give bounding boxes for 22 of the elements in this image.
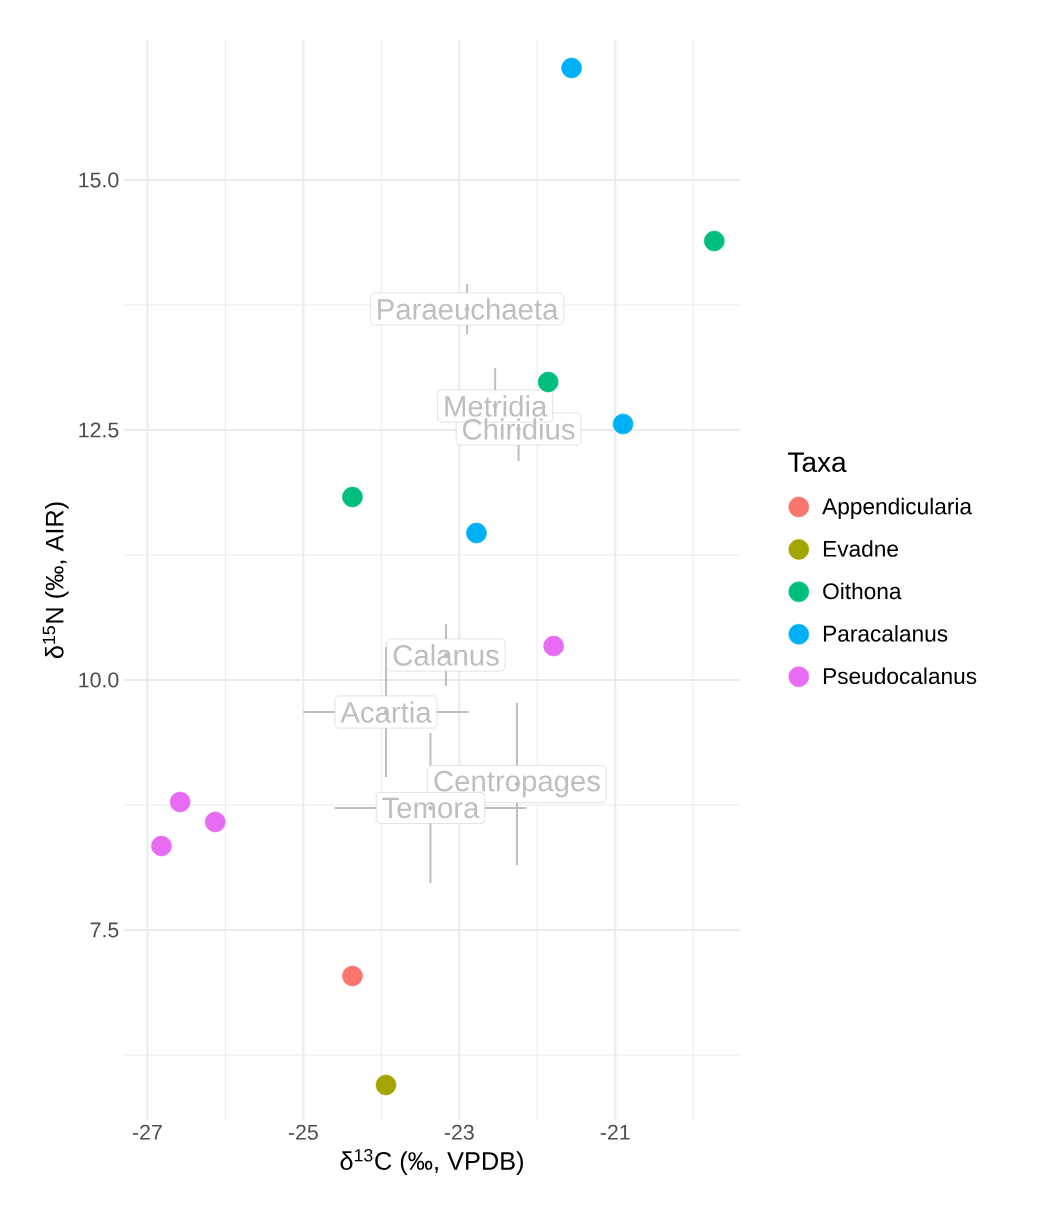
legend-label: Pseudocalanus — [823, 667, 977, 685]
y-tick-label: 7.5 — [90, 922, 119, 938]
legend-label: Evadne — [823, 540, 898, 557]
y-tick-label: 10.0 — [79, 672, 119, 688]
x-tick-label: -23 — [444, 1124, 474, 1140]
legend-label: Paracalanus — [823, 625, 948, 642]
legend-title: Taxa — [788, 452, 847, 473]
legend-label: Oithona — [823, 582, 902, 600]
annotation: Temora — [382, 797, 480, 819]
x-tick-label: -27 — [132, 1124, 162, 1140]
annotation: Centropages — [434, 770, 600, 798]
y-tick-label: 12.5 — [79, 422, 119, 438]
x-tick-label: -25 — [288, 1124, 318, 1140]
x-axis-title: δ$^{13}$C (‰, VPDB) — [340, 1148, 523, 1175]
legend-label: Appendicularia — [822, 497, 973, 519]
annotation: Metridia — [445, 395, 548, 417]
annotation: Chiridius — [462, 418, 575, 440]
x-tick-label: -21 — [600, 1124, 630, 1140]
y-tick-label: 15.0 — [79, 172, 119, 188]
annotation: Calanus — [393, 644, 499, 666]
y-axis-title: δ$^{15}$N (‰, AIR) — [42, 502, 69, 659]
annotation: Paraeuchaeta — [378, 298, 559, 320]
